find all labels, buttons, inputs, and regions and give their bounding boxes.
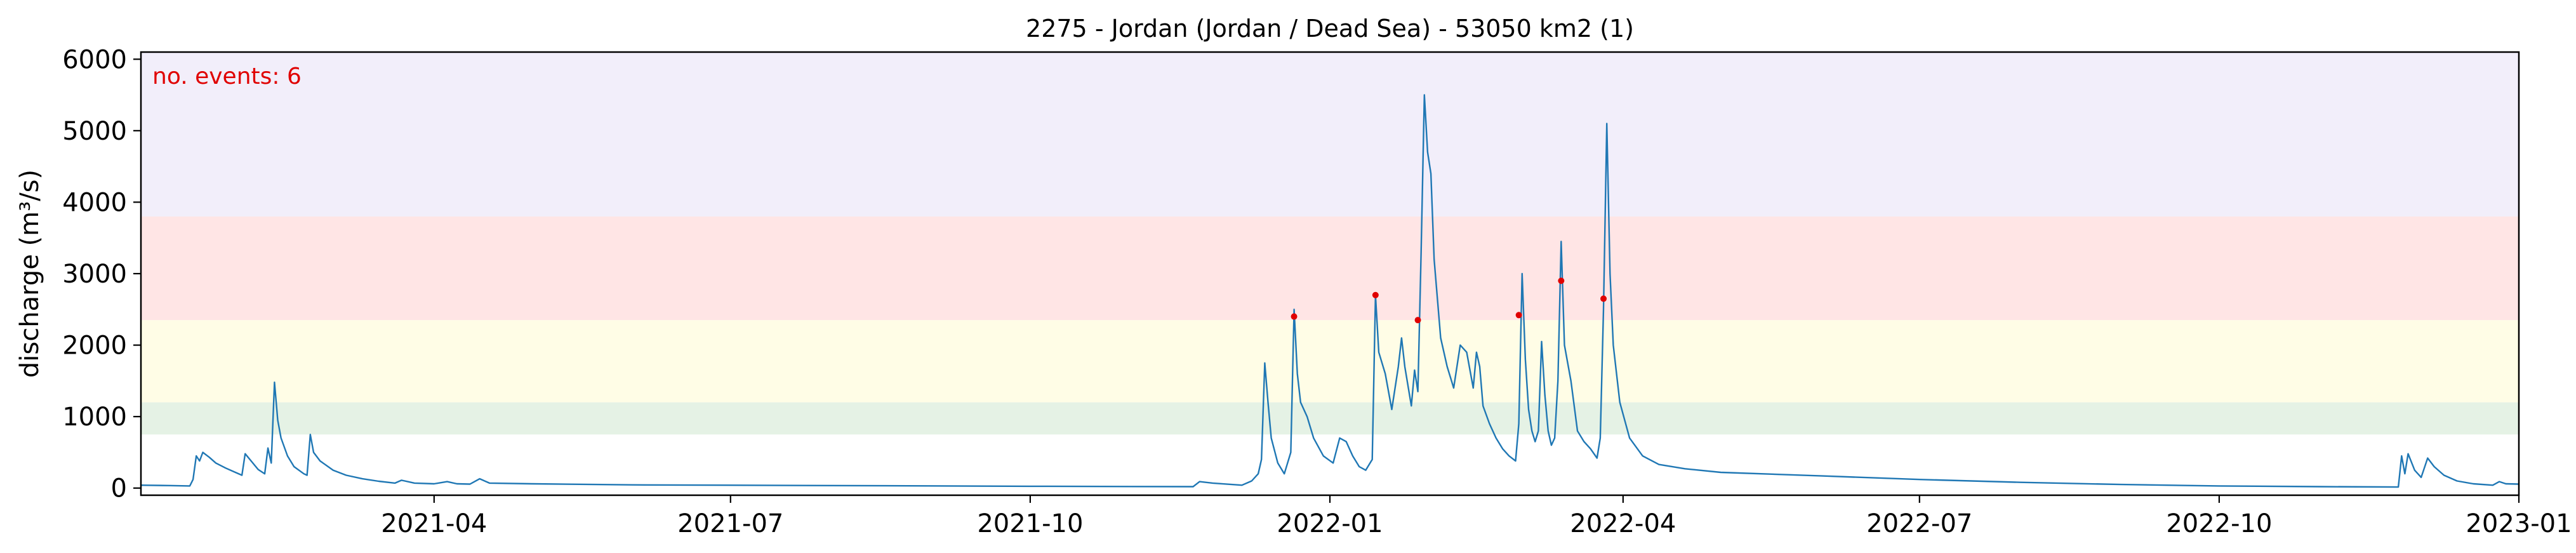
event-marker-2 [1414,317,1421,324]
event-markers [1291,277,1607,324]
event-marker-3 [1515,312,1522,319]
x-tick-label: 2022-01 [1277,509,1383,538]
x-axis: 2021-04 2021-07 2021-10 2022-01 2022-04 2022-… [381,495,2572,538]
y-tick-label: 0 [111,474,127,503]
y-tick-label: 2000 [62,331,127,361]
discharge-series [140,94,2520,488]
y-tick-label: 3000 [62,260,127,289]
x-tick-label: 2023-01 [2466,509,2572,538]
discharge-line-0 [140,94,2520,488]
x-tick-label: 2022-10 [2166,509,2272,538]
x-tick-label: 2021-07 [677,509,783,538]
threshold-band-1 [141,320,2519,403]
threshold-band-3 [141,52,2519,217]
y-tick-label: 5000 [62,117,127,146]
x-tick-label: 2021-10 [977,509,1083,538]
x-tick-label: 2022-07 [1866,509,1972,538]
event-marker-0 [1291,313,1298,320]
y-tick-label: 6000 [62,45,127,74]
x-tick-label: 2022-04 [1570,509,1676,538]
event-count-annotation: no. events: 6 [152,63,302,90]
chart-title: 2275 - Jordan (Jordan / Dead Sea) - 5305… [1026,15,1634,43]
x-tick-label: 2021-04 [381,509,487,538]
y-tick-label: 4000 [62,188,127,217]
event-marker-1 [1372,291,1379,298]
y-axis: 0 1000 2000 3000 4000 5000 6000 [62,45,141,503]
event-marker-4 [1558,277,1565,284]
y-axis-label: discharge (m³/s) [15,170,44,378]
threshold-band-2 [141,216,2519,321]
threshold-bands [141,52,2519,435]
threshold-band-0 [141,402,2519,435]
y-tick-label: 1000 [62,403,127,432]
event-marker-5 [1600,295,1607,302]
